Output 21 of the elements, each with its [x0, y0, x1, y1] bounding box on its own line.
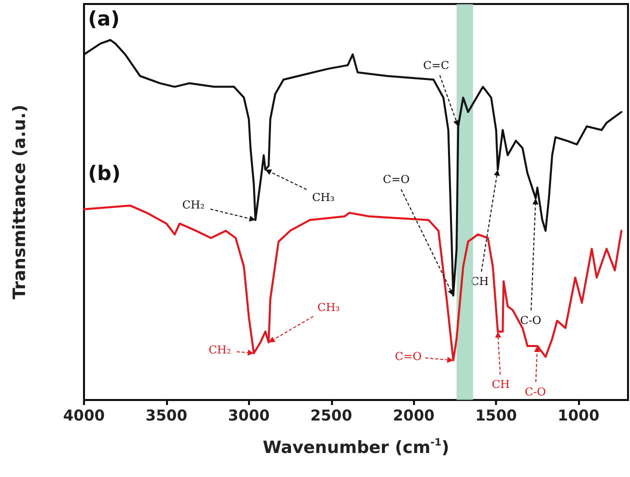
annotation: C-O [524, 386, 546, 398]
x-tick-label: 3500 [146, 406, 188, 424]
annotation: CH [470, 275, 489, 288]
annotation: C=O [394, 350, 422, 363]
x-tick-label: 1500 [475, 406, 517, 424]
annotation: CH₂ [208, 344, 232, 357]
series-label: (b) [88, 161, 121, 186]
x-tick-label: 2000 [392, 406, 435, 424]
x-tick-label: 4000 [63, 406, 105, 424]
annotation: CH₃ [312, 191, 335, 204]
y-axis-title: Transmittance (a.u.) [10, 104, 30, 300]
x-tick-label: 3000 [228, 406, 270, 424]
annotation: C-O [520, 314, 542, 327]
annotation: CH₂ [182, 198, 205, 212]
x-tick-label: 2500 [310, 406, 352, 424]
annotation: C=O [382, 173, 410, 186]
series-label: (a) [88, 6, 120, 30]
x-tick-label: 1000 [558, 406, 600, 424]
annotation: CH₃ [317, 300, 340, 314]
annotation: C=C [423, 58, 450, 72]
annotation: CH [492, 378, 510, 392]
